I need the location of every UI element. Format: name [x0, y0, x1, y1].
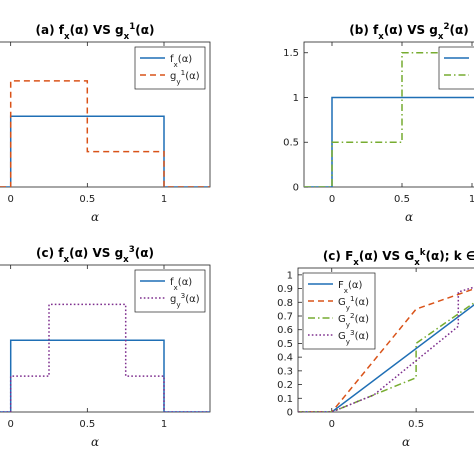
y-tick-label: 0.9 — [277, 284, 293, 295]
x-tick-label: 0.5 — [79, 419, 95, 430]
x-axis-label: α — [402, 435, 410, 449]
legend-label: gy1(α) — [170, 68, 200, 86]
chart-title: (a) fx(α) VS gx1(α) — [36, 22, 155, 42]
y-tick-label: 0.7 — [277, 312, 293, 323]
y-tick-label: 0 — [293, 183, 299, 194]
series-line-2 — [0, 80, 210, 187]
x-tick-label: 1 — [161, 194, 167, 205]
legend: Fx(α)Gy1(α)Gy2(α)Gy3(α) — [302, 272, 376, 350]
x-tick-label: 1 — [161, 419, 167, 430]
y-tick-label: 0.3 — [277, 366, 293, 377]
series-line-3 — [298, 301, 474, 412]
y-tick-label: 0.5 — [277, 339, 293, 350]
x-tick-label: 0 — [7, 194, 13, 205]
y-tick-label: 0 — [287, 408, 293, 419]
x-tick-label: 0.5 — [394, 194, 410, 205]
legend-label: Gy2(α) — [338, 311, 369, 329]
series-line-2 — [298, 288, 474, 412]
chart-title: (c) fx(α) VS gx3(α) — [36, 245, 154, 265]
legend-label: gy3(α) — [170, 291, 200, 309]
x-axis-label: α — [91, 210, 99, 224]
legend-label: Fx(α) — [338, 280, 363, 295]
legend-label: Gy3(α) — [338, 328, 369, 346]
x-tick-label: 0 — [7, 419, 13, 430]
axes-box — [297, 267, 474, 413]
legend: fx(α)gy1(α) — [134, 46, 206, 90]
y-tick-label: 0.6 — [277, 325, 293, 336]
legend-box — [134, 269, 206, 313]
x-tick-label: 0.5 — [408, 419, 424, 430]
series-line-2 — [304, 51, 474, 187]
series-line-4 — [298, 286, 474, 412]
y-tick-label: 0.4 — [277, 353, 293, 364]
y-tick-label: 0.2 — [277, 380, 293, 391]
series-line-1 — [298, 304, 474, 412]
legend-label: fx(α) — [170, 277, 192, 292]
series-line-2 — [0, 303, 210, 412]
axes-box — [0, 264, 211, 413]
x-tick-label: 1 — [469, 194, 474, 205]
x-tick-label: 0.5 — [79, 194, 95, 205]
x-tick-label: 0 — [329, 419, 335, 430]
y-tick-label: 1 — [287, 270, 293, 281]
y-tick-label: 1 — [293, 93, 299, 104]
legend: fx(α)gy2(α) — [438, 46, 474, 90]
axes-box — [303, 41, 474, 188]
panel-2: 0 0.5 1 0 0.5 1 1.5 (b) fx(α) VS gx2(α) α fx(α)gy… — [283, 22, 474, 224]
y-tick-label: 0.5 — [283, 138, 299, 149]
y-tick-label: 0.1 — [277, 394, 293, 405]
x-tick-label: 0 — [329, 194, 335, 205]
panel-3: 0 0.5 1 (c) fx(α) VS gx3(α) α fx(α)gy3(α) — [0, 245, 211, 449]
series-line-1 — [0, 115, 210, 187]
legend-box — [438, 46, 474, 90]
legend-box — [302, 272, 376, 350]
legend-label: fx(α) — [170, 54, 192, 69]
chart-title: (c) Fx(α) VS Gxk(α); k ∈ 1 — [323, 248, 474, 268]
legend: fx(α)gy3(α) — [134, 269, 206, 313]
legend-label: Gy1(α) — [338, 294, 369, 312]
x-axis-label: α — [405, 210, 413, 224]
panel-4: 0 0.5 0 0.1 0.2 0.3 0.4 0.5 0.6 0.7 0.8 0.9 1 (c) Fx(… — [277, 248, 474, 449]
y-tick-label: 1.5 — [283, 48, 299, 59]
series-line-1 — [0, 339, 210, 412]
series-line-1 — [304, 96, 474, 187]
legend-box — [134, 46, 206, 90]
chart-title: (b) fx(α) VS gx2(α) — [349, 22, 468, 42]
panel-1: 0 0.5 1 (a) fx(α) VS gx1(α) α fx(α)gy1(α) — [0, 22, 211, 224]
y-tick-label: 0.8 — [277, 298, 293, 309]
x-axis-label: α — [91, 435, 99, 449]
axes-box — [0, 41, 211, 188]
